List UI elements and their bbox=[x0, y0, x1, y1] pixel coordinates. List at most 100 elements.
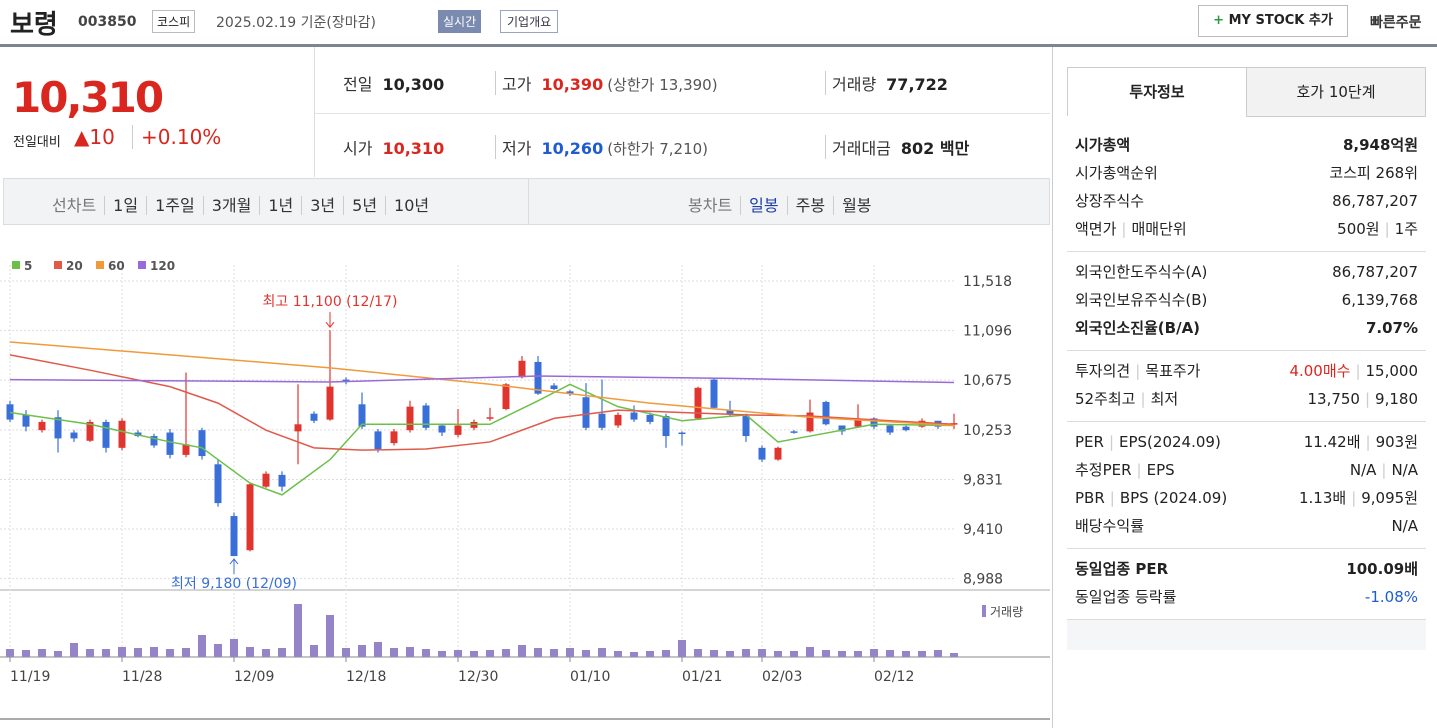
candle-body bbox=[838, 425, 846, 432]
candle-body bbox=[678, 432, 686, 435]
candle-body bbox=[246, 484, 254, 551]
quote: 전일 10,300 bbox=[343, 71, 444, 95]
volume-bar bbox=[470, 651, 478, 657]
candle-body bbox=[854, 419, 862, 427]
row-value: -1.08% bbox=[1365, 583, 1418, 611]
candle-body bbox=[214, 464, 222, 504]
volume-bar bbox=[406, 647, 414, 657]
volume-bar bbox=[838, 651, 846, 657]
quote-value: 10,310 bbox=[382, 139, 445, 158]
value-part: -1.08% bbox=[1364, 588, 1418, 606]
legend-swatch bbox=[138, 261, 146, 269]
volume-bar bbox=[118, 647, 126, 657]
candle-body bbox=[534, 361, 542, 394]
y-tick-label: 8,988 bbox=[963, 572, 1003, 588]
period-tab[interactable]: 5년 bbox=[343, 196, 386, 215]
value-part: 9,095원 bbox=[1361, 489, 1418, 507]
volume-bar bbox=[630, 652, 638, 657]
label-part: 투자의견 bbox=[1075, 362, 1131, 380]
candle-body bbox=[710, 379, 718, 408]
volume-bar bbox=[374, 642, 382, 657]
candle-body bbox=[582, 397, 590, 428]
info-row: 배당수익률 N/A bbox=[1067, 512, 1426, 540]
quick-order[interactable]: 빠른주문 bbox=[1370, 15, 1422, 31]
row-value: 13,750 | 9,180 bbox=[1307, 385, 1418, 413]
mystock-button[interactable]: MY STOCK 추가 bbox=[1198, 5, 1348, 37]
volume-bar bbox=[534, 648, 542, 657]
quote: 거래대금 802 백만 bbox=[825, 135, 969, 159]
period-tab[interactable]: 1일 bbox=[104, 196, 147, 215]
value-part: 13,750 bbox=[1307, 390, 1360, 408]
divider: | bbox=[1135, 362, 1141, 380]
period-tab[interactable]: 주봉 bbox=[786, 196, 834, 215]
period-tab[interactable]: 1년 bbox=[259, 196, 302, 215]
x-tick-label: 12/18 bbox=[346, 669, 386, 685]
volume-bar bbox=[278, 648, 286, 657]
row-label: 동일업종 등락률 bbox=[1075, 583, 1176, 611]
row-label: 동일업종 PER bbox=[1075, 555, 1168, 583]
info-tab[interactable]: 투자정보 bbox=[1067, 67, 1247, 116]
period-tab[interactable]: 10년 bbox=[385, 196, 438, 215]
legend-swatch bbox=[54, 261, 62, 269]
quotes: 전일 10,300 고가 10,390 (상한가 13,390) 거래량 77,722 시가 1… bbox=[315, 47, 1050, 177]
quote-value: 802 백만 bbox=[900, 139, 970, 158]
volume-bar bbox=[854, 651, 862, 657]
volume-bar bbox=[790, 651, 798, 657]
volume-bar bbox=[150, 647, 158, 657]
divider: | bbox=[1136, 461, 1142, 479]
row-label: PER | EPS(2024.09) bbox=[1075, 428, 1221, 456]
volume-bar bbox=[758, 649, 766, 657]
candle-body bbox=[294, 424, 302, 432]
candle-body bbox=[662, 416, 670, 437]
info-row: 상장주식수 86,787,207 bbox=[1067, 187, 1426, 215]
volume-bar bbox=[502, 649, 510, 657]
label-part: 동일업종 PER bbox=[1075, 560, 1169, 578]
divider: | bbox=[1381, 461, 1387, 479]
volume-bar bbox=[166, 649, 174, 657]
row-value: 11.42배 | 903원 bbox=[1304, 428, 1418, 456]
period-tab[interactable]: 1주일 bbox=[146, 196, 203, 215]
divider: | bbox=[1351, 489, 1357, 507]
row-value: 6,139,768 bbox=[1342, 286, 1418, 314]
quote: 거래량 77,722 bbox=[825, 71, 948, 95]
candle-body bbox=[454, 425, 462, 435]
annotation: 최고 11,100 (12/17) bbox=[263, 294, 398, 310]
overview-button[interactable]: 기업개요 bbox=[500, 10, 559, 33]
realtime-button[interactable]: 실시간 bbox=[438, 10, 482, 33]
value-part: N/A bbox=[1349, 461, 1377, 479]
stock-code: 003850 bbox=[78, 14, 137, 30]
value-part: N/A bbox=[1391, 517, 1418, 535]
divider bbox=[315, 113, 1050, 114]
annotation-arrow bbox=[325, 312, 335, 328]
x-tick-label: 12/09 bbox=[234, 669, 274, 685]
row-value: N/A bbox=[1391, 512, 1418, 540]
label-part: 매매단위 bbox=[1131, 220, 1187, 238]
candle-body bbox=[38, 421, 46, 431]
volume-bar bbox=[934, 650, 942, 657]
info-row: 시가총액순위 코스피 268위 bbox=[1067, 159, 1426, 187]
row-value: 코스피 268위 bbox=[1329, 159, 1418, 187]
value-part: 86,787,207 bbox=[1332, 192, 1418, 210]
candle-body bbox=[598, 413, 606, 428]
info-row: 동일업종 등락률 -1.08% bbox=[1067, 583, 1426, 611]
period-tab[interactable]: 3개월 bbox=[202, 196, 260, 215]
legend-swatch bbox=[12, 261, 20, 269]
candle-body bbox=[646, 414, 654, 422]
volume-bar bbox=[262, 649, 270, 657]
row-label: 외국인한도주식수(A) bbox=[1075, 258, 1207, 286]
period-tab[interactable]: 3년 bbox=[301, 196, 344, 215]
candle-body bbox=[198, 430, 206, 457]
row-value: N/A | N/A bbox=[1350, 456, 1418, 484]
info-tab[interactable]: 호가 10단계 bbox=[1246, 67, 1426, 117]
divider: | bbox=[1121, 220, 1127, 238]
period-tab[interactable]: 월봉 bbox=[833, 196, 880, 215]
chart: 11,518 11,096 10,675 10,253 9,831 9,410 8,988 1… bbox=[0, 259, 1050, 720]
quote-extra: (상한가 13,390) bbox=[607, 76, 718, 94]
value-part: 1.13배 bbox=[1298, 489, 1347, 507]
row-label: 투자의견 | 목표주가 bbox=[1075, 357, 1200, 385]
row-value: 8,948억원 bbox=[1343, 131, 1418, 159]
period-tab[interactable]: 일봉 bbox=[740, 196, 787, 215]
divider: | bbox=[1108, 433, 1115, 451]
label-part: EPS(2024.09) bbox=[1119, 433, 1221, 451]
volume-bar bbox=[518, 645, 526, 657]
